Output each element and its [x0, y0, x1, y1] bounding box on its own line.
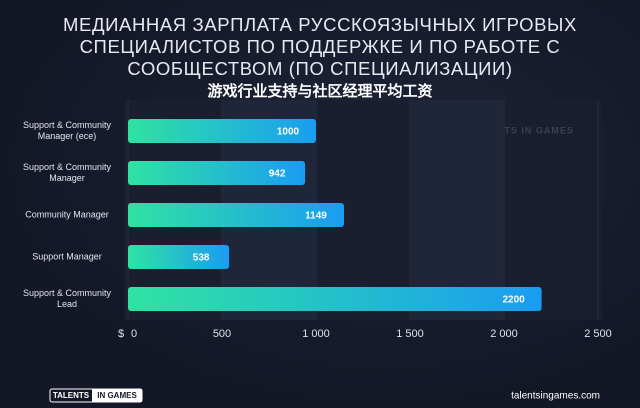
- grid-band: [410, 100, 504, 320]
- value-label: 1000: [277, 127, 300, 138]
- y-tick-label: Support & Community Lead: [22, 288, 112, 309]
- x-tick-label: 500: [213, 328, 231, 340]
- x-tick-label: 2 000: [490, 328, 518, 340]
- value-label: 538: [193, 253, 210, 264]
- y-tick-label: Support & Community Manager (ece): [22, 120, 112, 141]
- x-unit: $: [118, 328, 124, 340]
- y-tick-label: Community Manager: [25, 209, 109, 220]
- watermark: TALENTS IN GAMES: [470, 125, 574, 135]
- value-label: 1149: [305, 211, 327, 222]
- bar: [128, 287, 542, 311]
- logo-left: TALENTS: [53, 391, 90, 400]
- y-tick-label: Support Manager: [32, 251, 102, 262]
- x-tick-label: 1 000: [302, 328, 330, 340]
- x-tick-label: 0: [131, 328, 137, 340]
- chart-title: МЕДИАННАЯ ЗАРПЛАТА РУССКОЯЗЫЧНЫХ ИГРОВЫХ…: [63, 14, 577, 79]
- value-label: 2200: [502, 295, 525, 306]
- site: talentsingames.com: [511, 391, 600, 402]
- x-tick-label: 1 500: [396, 328, 424, 340]
- value-label: 942: [269, 169, 286, 180]
- bar: [128, 161, 306, 185]
- bar: [128, 245, 230, 269]
- logo-fill: [92, 389, 142, 402]
- logo-right: IN GAMES: [97, 391, 137, 400]
- x-tick-label: 2 500: [584, 328, 612, 340]
- bar: [128, 119, 316, 143]
- bar: [128, 203, 345, 227]
- y-tick-label: Support & Community Manager: [22, 162, 112, 183]
- chart-subtitle: 游戏行业支持与社区经理平均工资: [207, 83, 433, 100]
